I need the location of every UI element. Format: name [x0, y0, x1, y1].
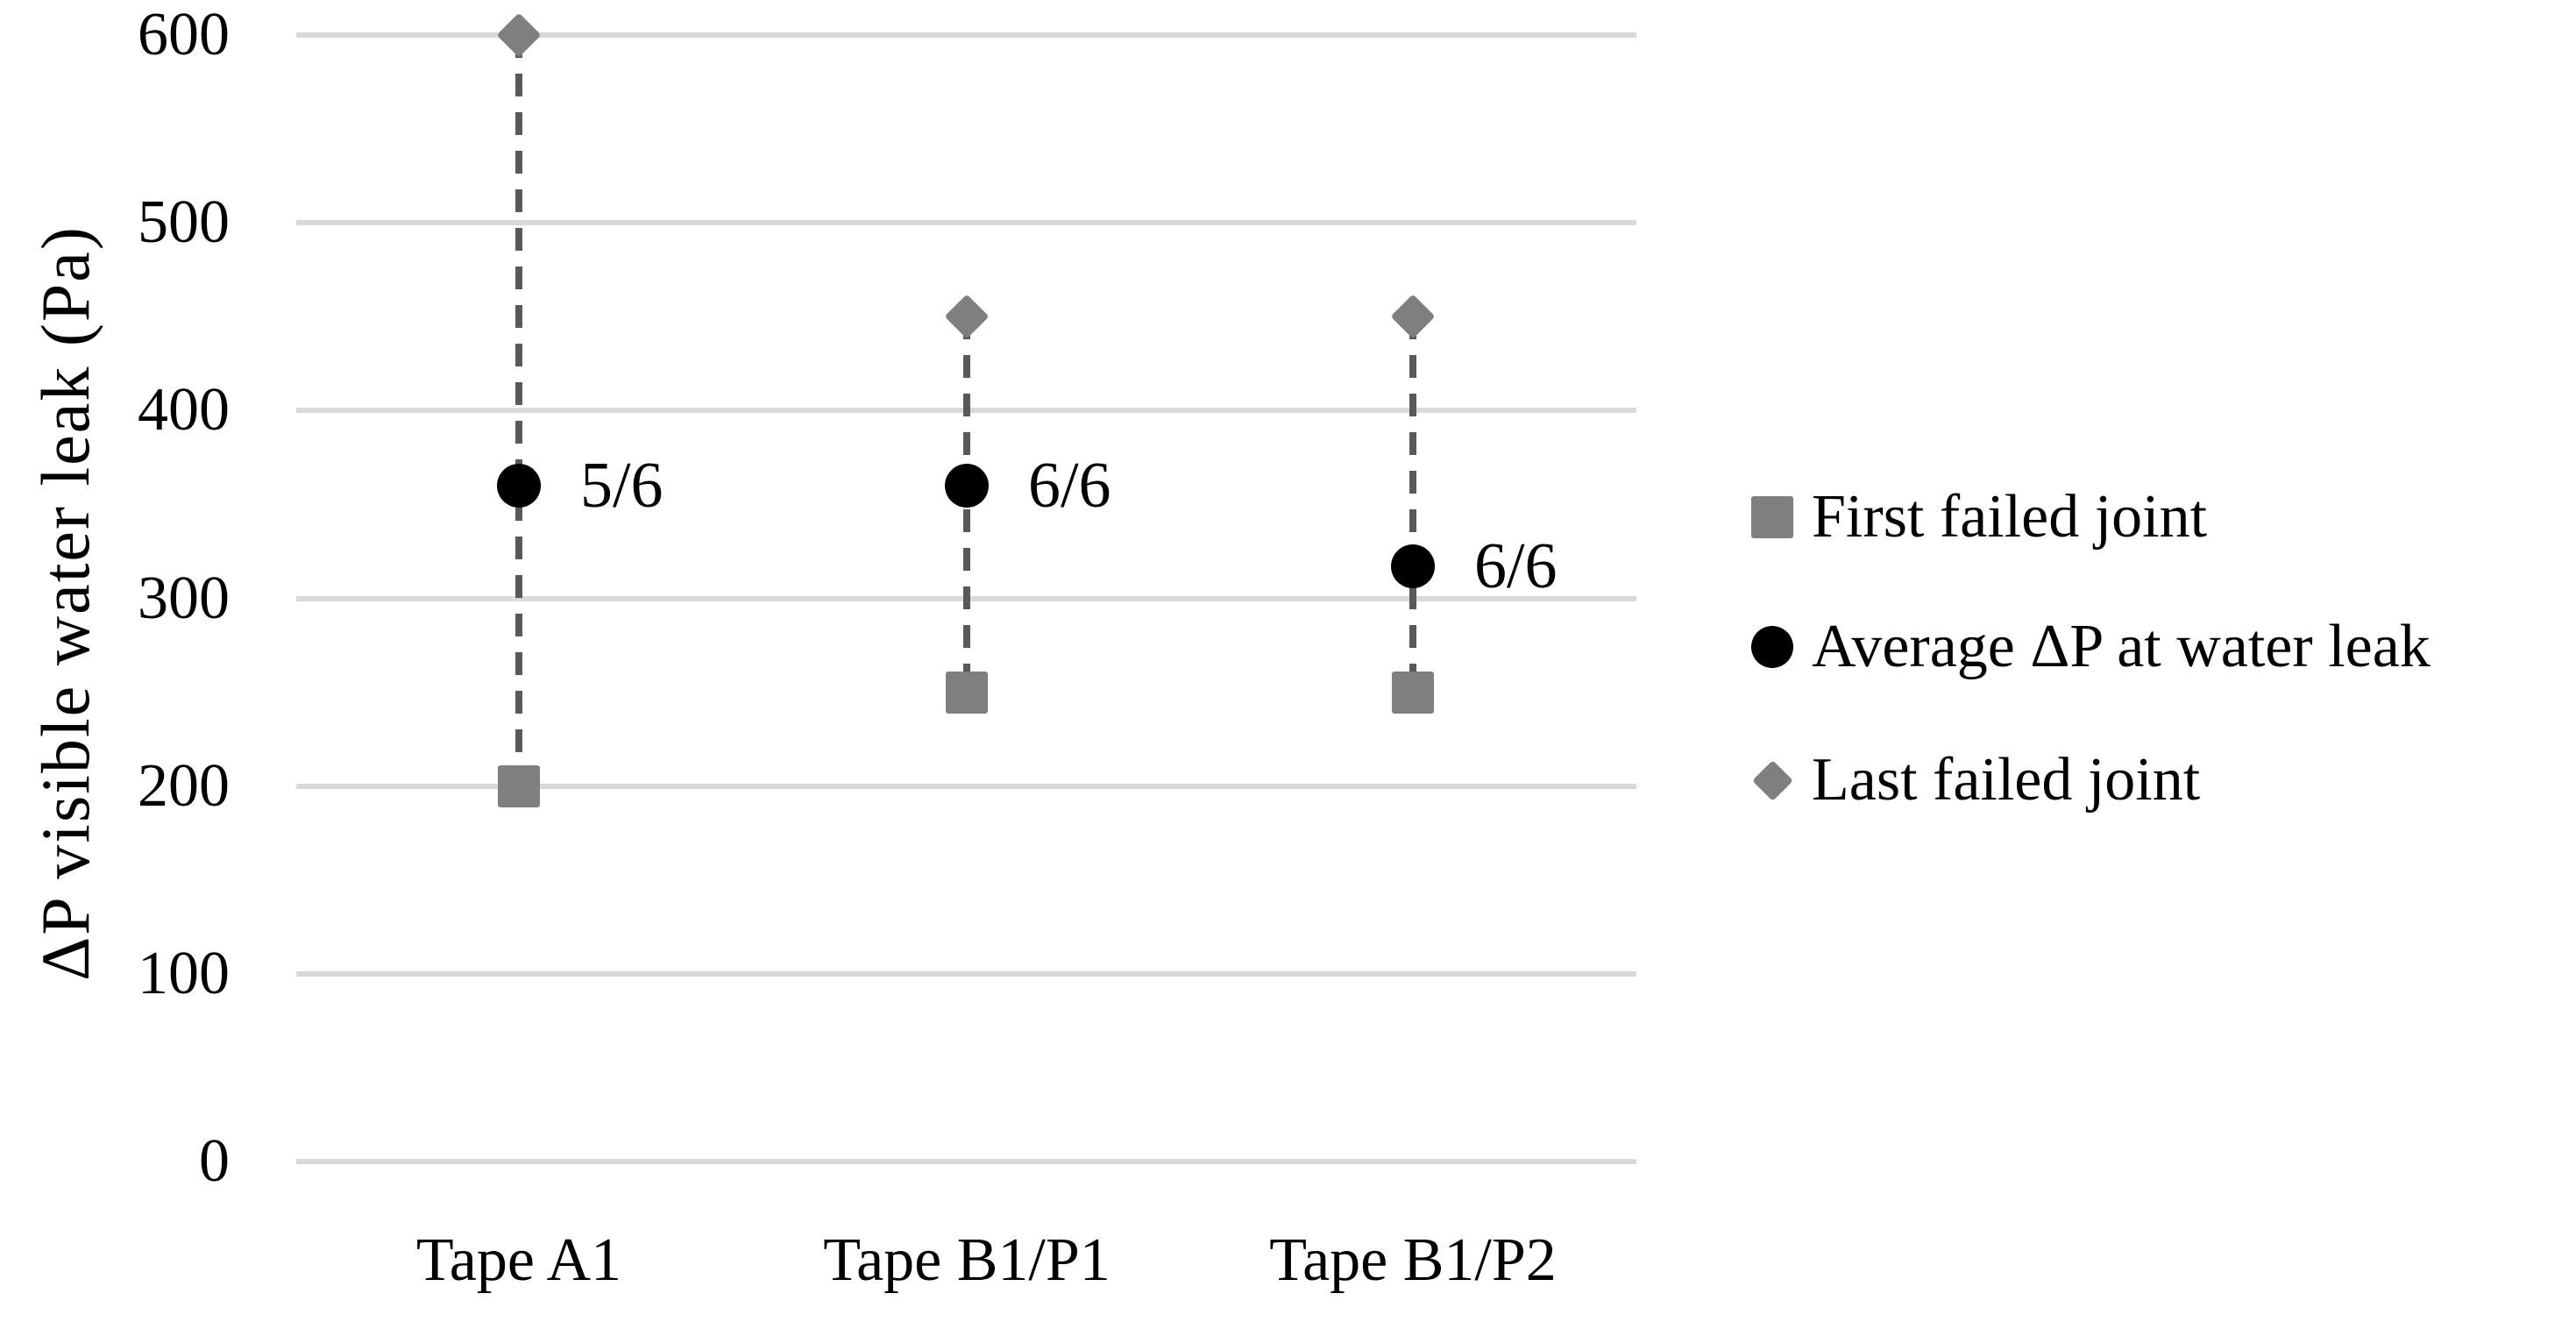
marker-average-dp [945, 464, 989, 508]
data-label: 5/6 [580, 450, 664, 522]
y-tick-label-500: 500 [138, 188, 230, 257]
legend-diamond-icon [1751, 759, 1793, 801]
range-connector [515, 35, 522, 786]
y-tick-label-600: 600 [138, 1, 230, 68]
gridline-y-200 [296, 783, 1636, 789]
gridline-y-500 [296, 220, 1636, 226]
y-tick-label-0: 0 [199, 1127, 230, 1195]
x-axis-label: Tape B1/P1 [823, 1226, 1111, 1294]
marker-last-failed-joint [1390, 294, 1436, 339]
data-label: 6/6 [1474, 530, 1558, 603]
legend-square-icon [1751, 496, 1793, 538]
marker-first-failed-joint [946, 671, 988, 714]
legend-swatch-box [1750, 758, 1794, 802]
y-tick-label-400: 400 [138, 376, 230, 444]
legend-swatch-box [1750, 625, 1794, 669]
y-tick-label-100: 100 [138, 939, 230, 1007]
legend-item-diamond: Last failed joint [1750, 745, 2200, 815]
y-tick-label-300: 300 [138, 564, 230, 632]
x-axis-label: Tape B1/P2 [1269, 1226, 1557, 1294]
legend-circle-icon [1751, 626, 1793, 668]
legend-item-square: First failed joint [1750, 482, 2207, 552]
gridline-y-600 [296, 32, 1636, 38]
marker-average-dp [497, 464, 541, 508]
legend-swatch-box [1750, 495, 1794, 539]
gridline-y-0 [296, 1159, 1636, 1164]
legend-item-circle: Average ΔP at water leak [1750, 612, 2431, 682]
marker-first-failed-joint [498, 764, 540, 807]
legend-label: Last failed joint [1812, 746, 2201, 814]
data-label: 6/6 [1028, 450, 1111, 522]
y-tick-label-200: 200 [138, 751, 230, 820]
marker-last-failed-joint [944, 294, 990, 339]
marker-average-dp [1391, 544, 1435, 589]
range-connector [1409, 316, 1416, 693]
marker-first-failed-joint [1392, 671, 1434, 714]
marker-last-failed-joint [496, 12, 542, 58]
legend-label: Average ΔP at water leak [1812, 613, 2431, 680]
legend-label: First failed joint [1812, 483, 2208, 551]
x-axis-label: Tape A1 [415, 1226, 622, 1294]
gridline-y-100 [296, 970, 1636, 977]
